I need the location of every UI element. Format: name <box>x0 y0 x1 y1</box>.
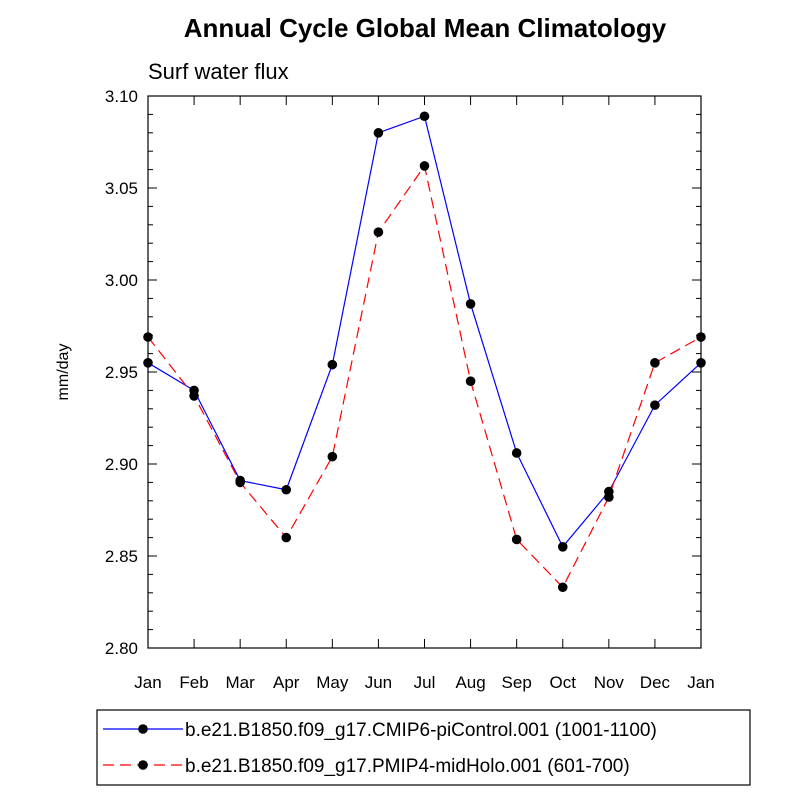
legend: b.e21.B1850.f09_g17.CMIP6-piControl.001 … <box>96 709 751 786</box>
x-tick-label: Apr <box>273 673 300 692</box>
y-tick-label: 2.85 <box>105 547 138 566</box>
legend-label-2: b.e21.B1850.f09_g17.PMIP4-midHolo.001 (6… <box>185 756 630 777</box>
y-axis-label: mm/day <box>55 344 72 401</box>
x-tick-label: Nov <box>594 673 625 692</box>
legend-marker-2 <box>138 760 148 770</box>
axis-ticks <box>147 95 702 649</box>
chart-subtitle: Surf water flux <box>148 59 289 84</box>
y-tick-label: 2.90 <box>105 455 138 474</box>
chart-title: Annual Cycle Global Mean Climatology <box>184 13 667 43</box>
data-point-series-2 <box>604 492 614 502</box>
legend-label-1: b.e21.B1850.f09_g17.CMIP6-piControl.001 … <box>185 720 657 741</box>
series-layer <box>143 111 706 593</box>
series-line-1 <box>147 115 702 548</box>
legend-marker-1 <box>138 724 148 734</box>
data-point-series-2 <box>189 391 199 401</box>
x-tick-label: Dec <box>640 673 671 692</box>
data-point-series-1 <box>419 111 430 122</box>
x-tick-label: Oct <box>550 673 577 692</box>
data-point-series-2 <box>419 161 430 171</box>
x-tick-label: Aug <box>455 673 485 692</box>
y-tick-label: 2.80 <box>105 639 138 658</box>
data-point-series-2 <box>465 376 476 387</box>
x-tick-label: May <box>316 673 349 692</box>
legend-box <box>96 709 751 786</box>
x-tick-label: Sep <box>502 673 532 692</box>
x-tick-label: Jan <box>687 673 714 692</box>
data-point-series-1 <box>557 542 568 552</box>
x-tick-labels: Jan Feb Mar Apr May Jun Jul Aug Sep Oct Nov Dec Jan <box>134 673 714 692</box>
data-point-series-2 <box>235 477 245 488</box>
data-point-series-1 <box>327 359 338 370</box>
data-point-series-1 <box>650 400 660 410</box>
x-tick-label: Jul <box>414 673 436 692</box>
data-point-series-2 <box>650 358 660 368</box>
data-point-series-2 <box>327 451 338 462</box>
x-tick-label: Feb <box>179 673 208 692</box>
data-point-series-2 <box>557 582 568 593</box>
data-point-series-1 <box>511 448 522 458</box>
y-tick-labels: 2.80 2.85 2.90 2.95 3.00 3.05 3.10 <box>105 87 138 658</box>
x-tick-label: Jun <box>365 673 392 692</box>
data-point-series-1 <box>465 299 476 309</box>
x-tick-label: Mar <box>226 673 256 692</box>
data-point-series-1 <box>373 128 384 138</box>
y-tick-label: 2.95 <box>105 363 138 382</box>
plot-frame <box>147 95 702 649</box>
data-point-series-1 <box>281 484 292 495</box>
y-tick-label: 3.05 <box>105 179 138 198</box>
series-line-2 <box>147 164 702 589</box>
y-tick-label: 3.00 <box>105 271 138 290</box>
data-point-series-2 <box>281 532 292 543</box>
y-tick-label: 3.10 <box>105 87 138 106</box>
data-point-series-2 <box>511 534 522 545</box>
x-tick-label: Jan <box>134 673 161 692</box>
data-point-series-2 <box>373 227 384 237</box>
